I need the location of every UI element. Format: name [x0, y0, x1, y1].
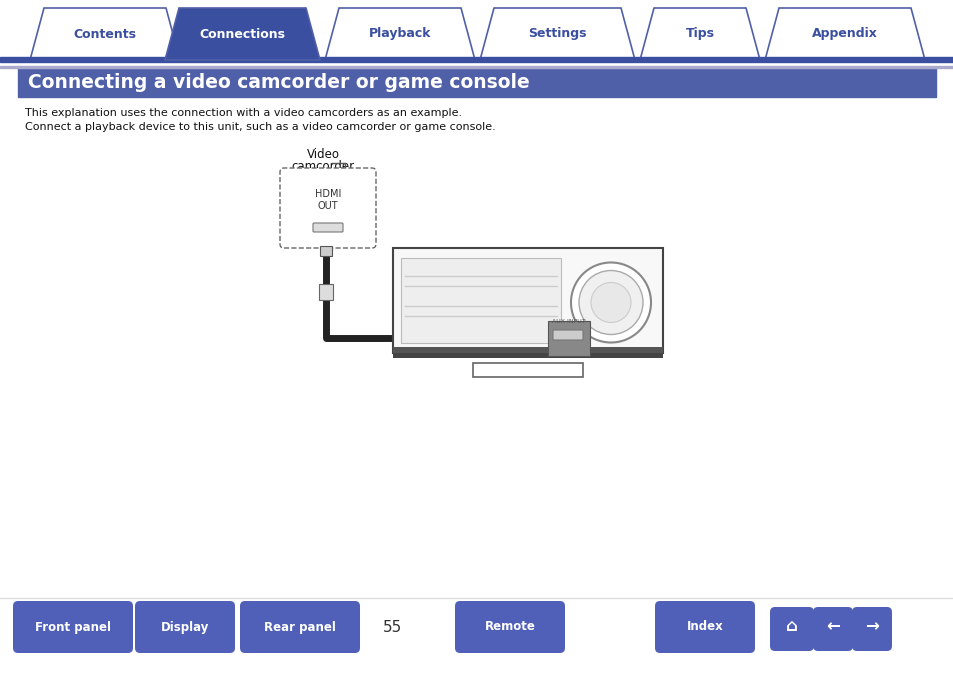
Bar	[547, 321, 589, 356]
Polygon shape	[639, 8, 760, 60]
Polygon shape	[30, 8, 180, 60]
Text: Index: Index	[686, 621, 722, 633]
Bar	[473, 363, 582, 377]
Text: Connections: Connections	[199, 28, 285, 40]
Text: AUX INPUT: AUX INPUT	[552, 319, 585, 324]
Text: This explanation uses the connection with a video camcorders as an example.: This explanation uses the connection wit…	[25, 108, 461, 118]
Text: HDMI
OUT: HDMI OUT	[314, 189, 341, 211]
FancyBboxPatch shape	[313, 223, 343, 232]
FancyBboxPatch shape	[655, 601, 754, 653]
FancyBboxPatch shape	[280, 168, 375, 248]
Text: Connect a playback device to this unit, such as a video camcorder or game consol: Connect a playback device to this unit, …	[25, 122, 496, 132]
Text: Appendix: Appendix	[811, 28, 877, 40]
Text: 55: 55	[383, 620, 402, 635]
Text: ←: ←	[825, 617, 839, 635]
Text: camcorder: camcorder	[291, 160, 355, 173]
Polygon shape	[479, 8, 635, 60]
Text: Rear panel: Rear panel	[264, 621, 335, 633]
Circle shape	[590, 283, 630, 322]
Polygon shape	[165, 8, 319, 60]
FancyBboxPatch shape	[812, 607, 852, 651]
FancyBboxPatch shape	[851, 607, 891, 651]
Bar	[318, 284, 333, 300]
Text: Contents: Contents	[73, 28, 136, 40]
Text: Tips: Tips	[685, 28, 714, 40]
Text: Playback: Playback	[369, 28, 431, 40]
FancyBboxPatch shape	[135, 601, 234, 653]
FancyBboxPatch shape	[769, 607, 813, 651]
Bar	[400, 258, 560, 343]
Polygon shape	[764, 8, 924, 60]
FancyBboxPatch shape	[13, 601, 132, 653]
Bar	[393, 347, 662, 353]
Text: Display: Display	[161, 621, 209, 633]
Bar	[393, 248, 662, 353]
Text: →: →	[864, 617, 878, 635]
Bar	[319, 246, 332, 256]
Text: Settings: Settings	[528, 28, 586, 40]
Bar	[18, 67, 935, 97]
Text: Connecting a video camcorder or game console: Connecting a video camcorder or game con…	[28, 73, 529, 92]
FancyBboxPatch shape	[455, 601, 564, 653]
Text: Video: Video	[306, 148, 339, 161]
Bar	[0, 66, 953, 68]
Polygon shape	[325, 8, 475, 60]
Text: Front panel: Front panel	[35, 621, 111, 633]
Text: ⌂: ⌂	[785, 617, 797, 635]
Bar	[393, 353, 662, 358]
FancyBboxPatch shape	[240, 601, 359, 653]
Circle shape	[571, 262, 650, 343]
FancyBboxPatch shape	[553, 330, 582, 340]
Text: Remote: Remote	[484, 621, 535, 633]
Circle shape	[578, 271, 642, 334]
Bar	[0, 57, 953, 62]
